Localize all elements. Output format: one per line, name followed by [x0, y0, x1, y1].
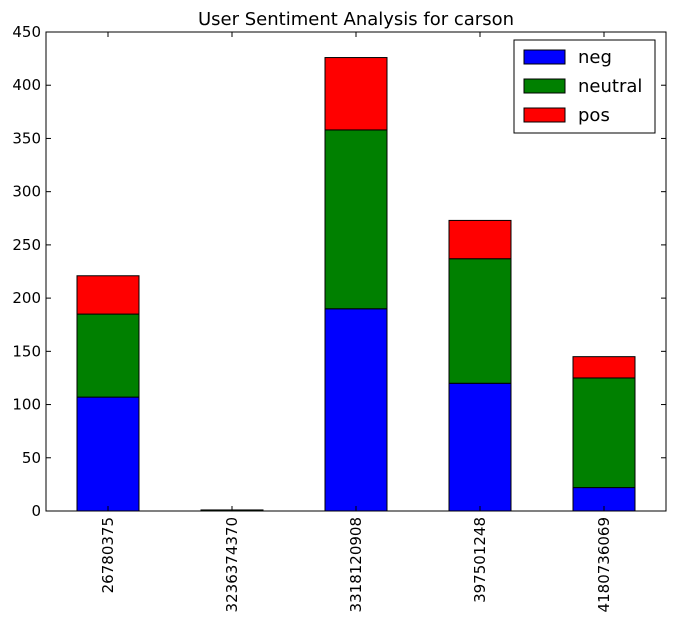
- legend-swatch-neutral: [523, 78, 566, 94]
- y-tick-label-2: 100: [12, 396, 41, 414]
- y-tick-label-3: 150: [12, 342, 41, 360]
- y-tick-label-8: 400: [12, 76, 41, 94]
- x-tick-label-3: 397501248: [471, 517, 489, 603]
- bars-group: [76, 57, 636, 512]
- bar-pos-3: [448, 219, 512, 260]
- bar-neutral-4: [572, 377, 636, 489]
- bar-neutral-3: [448, 258, 512, 384]
- y-tick-label-7: 350: [12, 129, 41, 147]
- legend-label-neg: neg: [578, 47, 612, 68]
- y-tick-label-0: 0: [31, 502, 41, 520]
- y-tick-label-1: 50: [22, 449, 41, 467]
- bar-neg-2: [324, 308, 388, 512]
- legend-swatch-neg: [523, 49, 566, 65]
- y-axis: 0 50 100 150 200 250 300 350 400 450: [12, 23, 666, 520]
- x-axis: 26780375 3236374370 3318120908 397501248 418…: [99, 32, 613, 612]
- y-tick-label-6: 300: [12, 183, 41, 201]
- bar-pos-2: [324, 57, 388, 131]
- x-tick-label-2: 3318120908: [347, 517, 365, 612]
- x-tick-label-4: 4180736069: [595, 517, 613, 612]
- y-tick-label-9: 450: [12, 23, 41, 41]
- legend-label-neutral: neutral: [578, 76, 642, 97]
- legend: neg neutral pos: [513, 39, 656, 134]
- bar-pos-4: [572, 356, 636, 379]
- legend-label-pos: pos: [578, 105, 610, 126]
- bar-pos-0: [76, 275, 140, 315]
- bar-neutral-0: [76, 313, 140, 398]
- chart-title: User Sentiment Analysis for carson: [198, 9, 514, 30]
- y-tick-label-4: 200: [12, 289, 41, 307]
- legend-swatch-pos: [523, 107, 566, 123]
- bar-neg-0: [76, 396, 140, 512]
- y-tick-label-5: 250: [12, 236, 41, 254]
- x-tick-label-0: 26780375: [99, 517, 117, 593]
- bar-neg-3: [448, 382, 512, 512]
- bar-neutral-2: [324, 129, 388, 310]
- x-tick-label-1: 3236374370: [223, 517, 241, 612]
